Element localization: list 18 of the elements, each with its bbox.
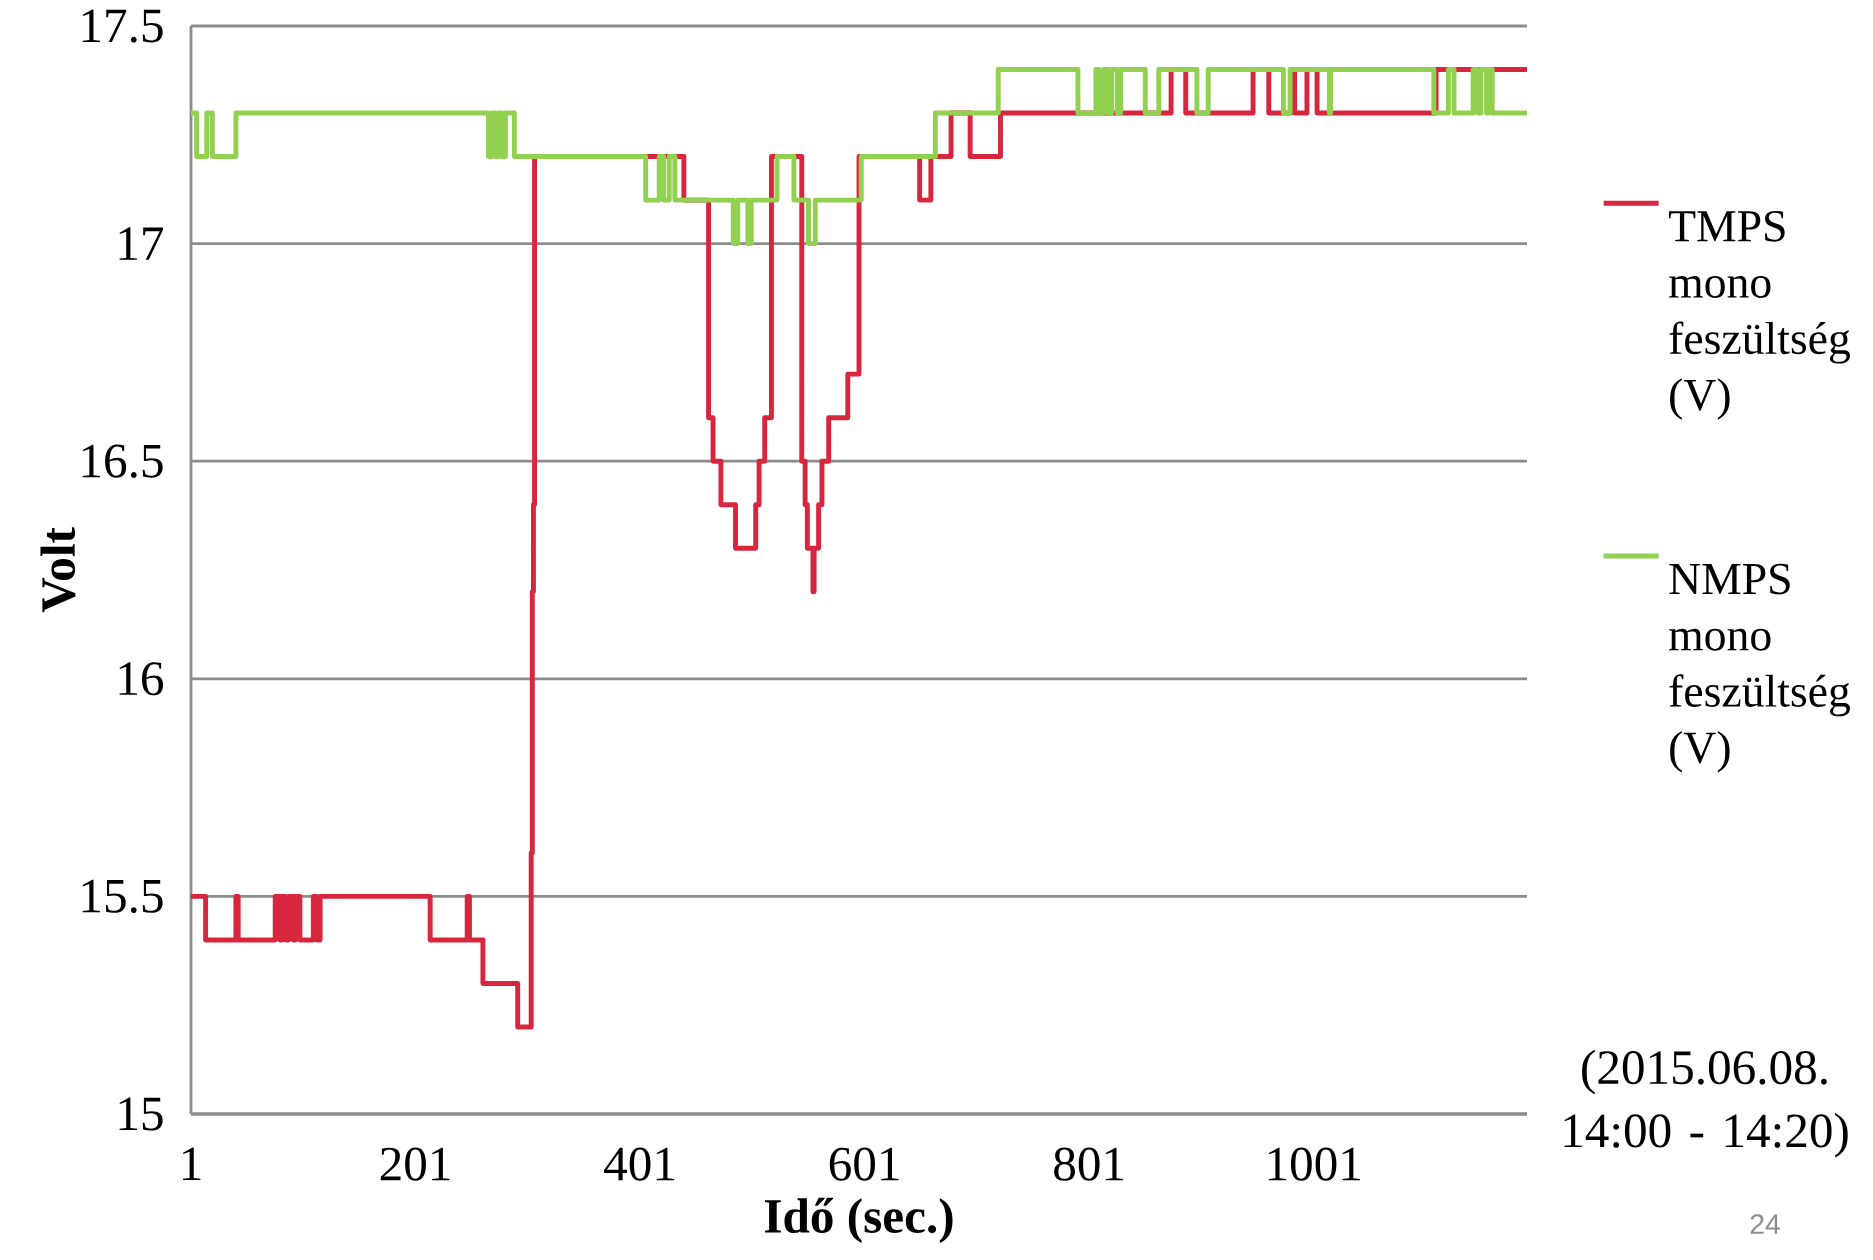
x-tick-label: 601: [829, 1147, 899, 1181]
y-tick-label: 15: [119, 1097, 163, 1131]
legend-label: NMPS mono feszültség (V): [1669, 563, 1850, 773]
y-tick-label: 16.5: [82, 444, 163, 478]
text: (2015.06.08. 14:00 - 14:20): [1564, 1049, 1848, 1158]
x-tick-label: 1001: [1268, 1147, 1360, 1181]
y-axis-title: Volt: [40, 527, 76, 613]
text: 24: [1750, 1214, 1780, 1234]
y-tick-label: 16: [119, 662, 164, 696]
y-tick-label: 17.5: [82, 9, 163, 43]
y-tick-label: 17: [119, 227, 164, 260]
x-tick-label: 201: [380, 1147, 450, 1181]
legend-label: TMPS mono feszültség (V): [1668, 210, 1850, 420]
x-tick-label: 801: [1054, 1147, 1124, 1181]
x-tick-label: 1: [183, 1147, 201, 1180]
x-axis-title: Idő (sec.): [765, 1197, 953, 1243]
x-tick-label: 401: [604, 1147, 675, 1181]
y-tick-label: 15.5: [82, 879, 163, 914]
